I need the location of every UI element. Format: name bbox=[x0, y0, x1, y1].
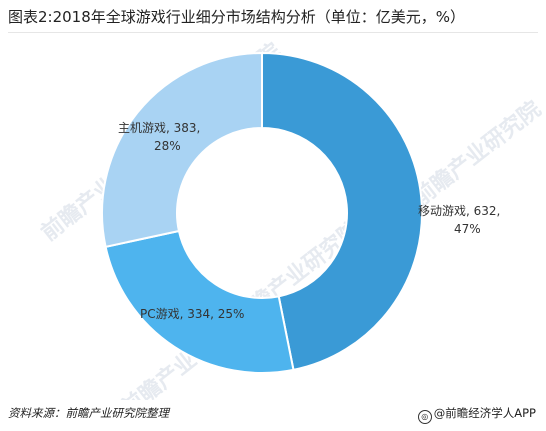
weibo-icon: ◎ bbox=[417, 410, 432, 424]
chart-title: 图表2:2018年全球游戏行业细分市场结构分析（单位：亿美元，%） bbox=[8, 8, 466, 26]
slice-data-label: 移动游戏, 632, 47% bbox=[418, 204, 500, 236]
watermark-text: 前瞻产业研究院 bbox=[408, 96, 545, 211]
donut-slices bbox=[101, 51, 423, 374]
donut-slice bbox=[261, 51, 423, 372]
credit-line: ◎ @前瞻经济学人APP bbox=[417, 405, 536, 424]
donut-slice bbox=[104, 229, 295, 374]
slice-data-label: 主机游戏, 383, 28% bbox=[118, 121, 200, 153]
donut-chart: 前瞻产业研究院 前瞻产业研究院 前瞻产业研究院 前瞻产业研究院 前瞻产业研究院 … bbox=[36, 38, 545, 400]
slice-labels: 移动游戏, 632, 47% PC游戏, 334, 25% 主机游戏, 383, 28% bbox=[118, 121, 500, 321]
source-note: 资料来源：前瞻产业研究院整理 bbox=[8, 406, 169, 420]
title-divider bbox=[8, 32, 538, 33]
credit-text: @前瞻经济学人APP bbox=[433, 406, 536, 420]
donut-slice bbox=[101, 51, 263, 249]
slice-data-label: PC游戏, 334, 25% bbox=[140, 307, 244, 321]
